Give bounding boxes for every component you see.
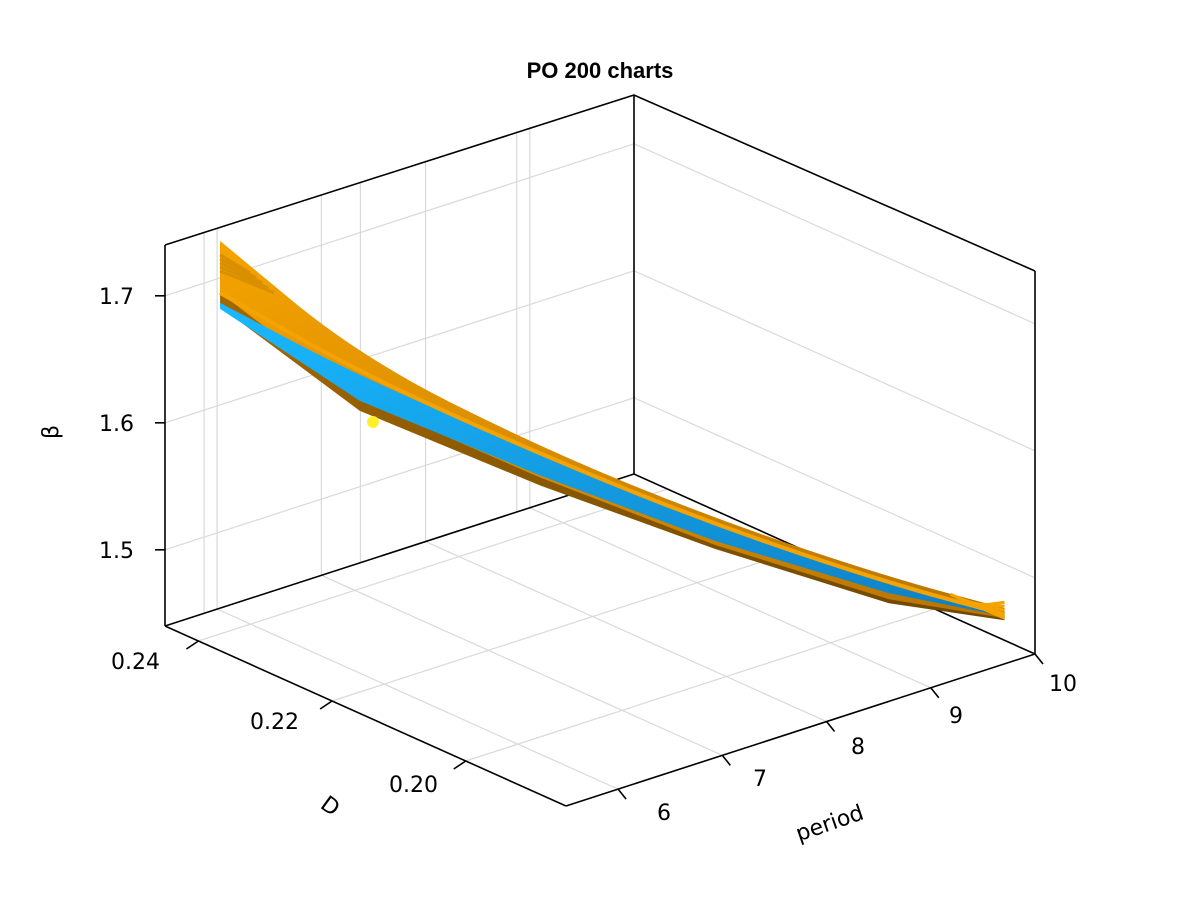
y-tick-mark xyxy=(1034,653,1044,665)
y-tick-label: 10 xyxy=(1049,672,1077,697)
z-tick-label: 1.7 xyxy=(99,285,134,310)
tick-marks xyxy=(155,294,1044,800)
x-tick-mark xyxy=(319,700,333,710)
axis-line xyxy=(164,625,567,807)
axis-line xyxy=(164,94,635,246)
y-tick-label: 9 xyxy=(949,704,963,729)
axis-frame xyxy=(164,94,1036,807)
grid-line xyxy=(529,507,932,689)
x-tick-label: 0.22 xyxy=(250,710,299,735)
x-tick-mark xyxy=(185,640,199,650)
surface-edge-strand xyxy=(949,592,1006,620)
z-tick-label: 1.6 xyxy=(99,412,134,437)
grid-line xyxy=(633,270,1036,452)
surface-orange-band xyxy=(220,240,1005,619)
x-tick-mark xyxy=(453,760,467,770)
surface-edge-strand xyxy=(219,257,257,280)
surface-shadow-band xyxy=(220,242,1005,621)
y-tick-label: 8 xyxy=(851,735,865,760)
chart-title: PO 200 charts xyxy=(527,58,674,83)
grid-line xyxy=(331,548,802,702)
grid-line xyxy=(321,574,723,756)
surface-ridge-line xyxy=(219,291,1006,617)
x-tick-label: 0.24 xyxy=(111,650,160,675)
surface-edge-strand xyxy=(219,261,263,285)
axis-line xyxy=(565,653,1036,807)
z-tick-label: 1.5 xyxy=(99,539,134,564)
x-axis-label: D xyxy=(316,792,344,822)
grid-line xyxy=(164,397,635,551)
y-axis-label: period xyxy=(793,801,867,847)
grid-line xyxy=(198,488,668,642)
axis-line xyxy=(164,473,635,627)
y-tick-mark xyxy=(930,687,940,699)
grid-line xyxy=(164,270,635,424)
grid-line xyxy=(425,541,827,723)
grid-line xyxy=(216,608,619,790)
grid-line xyxy=(633,397,1036,579)
marker-point xyxy=(367,416,379,428)
grid-lines xyxy=(164,93,1036,790)
z-axis-label: β xyxy=(39,425,64,439)
surface-edge-strand xyxy=(219,253,251,275)
y-tick-mark xyxy=(721,754,731,766)
y-tick-mark xyxy=(617,788,627,800)
surface-edge-strand xyxy=(219,265,269,290)
axis-line xyxy=(633,94,1036,272)
grid-line xyxy=(465,608,935,762)
surface xyxy=(219,240,1006,621)
y-tick-mark xyxy=(825,721,836,733)
y-tick-label: 6 xyxy=(657,801,671,826)
grid-line xyxy=(633,143,1036,325)
y-tick-label: 7 xyxy=(753,767,767,792)
x-tick-label: 0.20 xyxy=(389,773,438,798)
surface-edge-strand xyxy=(219,269,275,295)
